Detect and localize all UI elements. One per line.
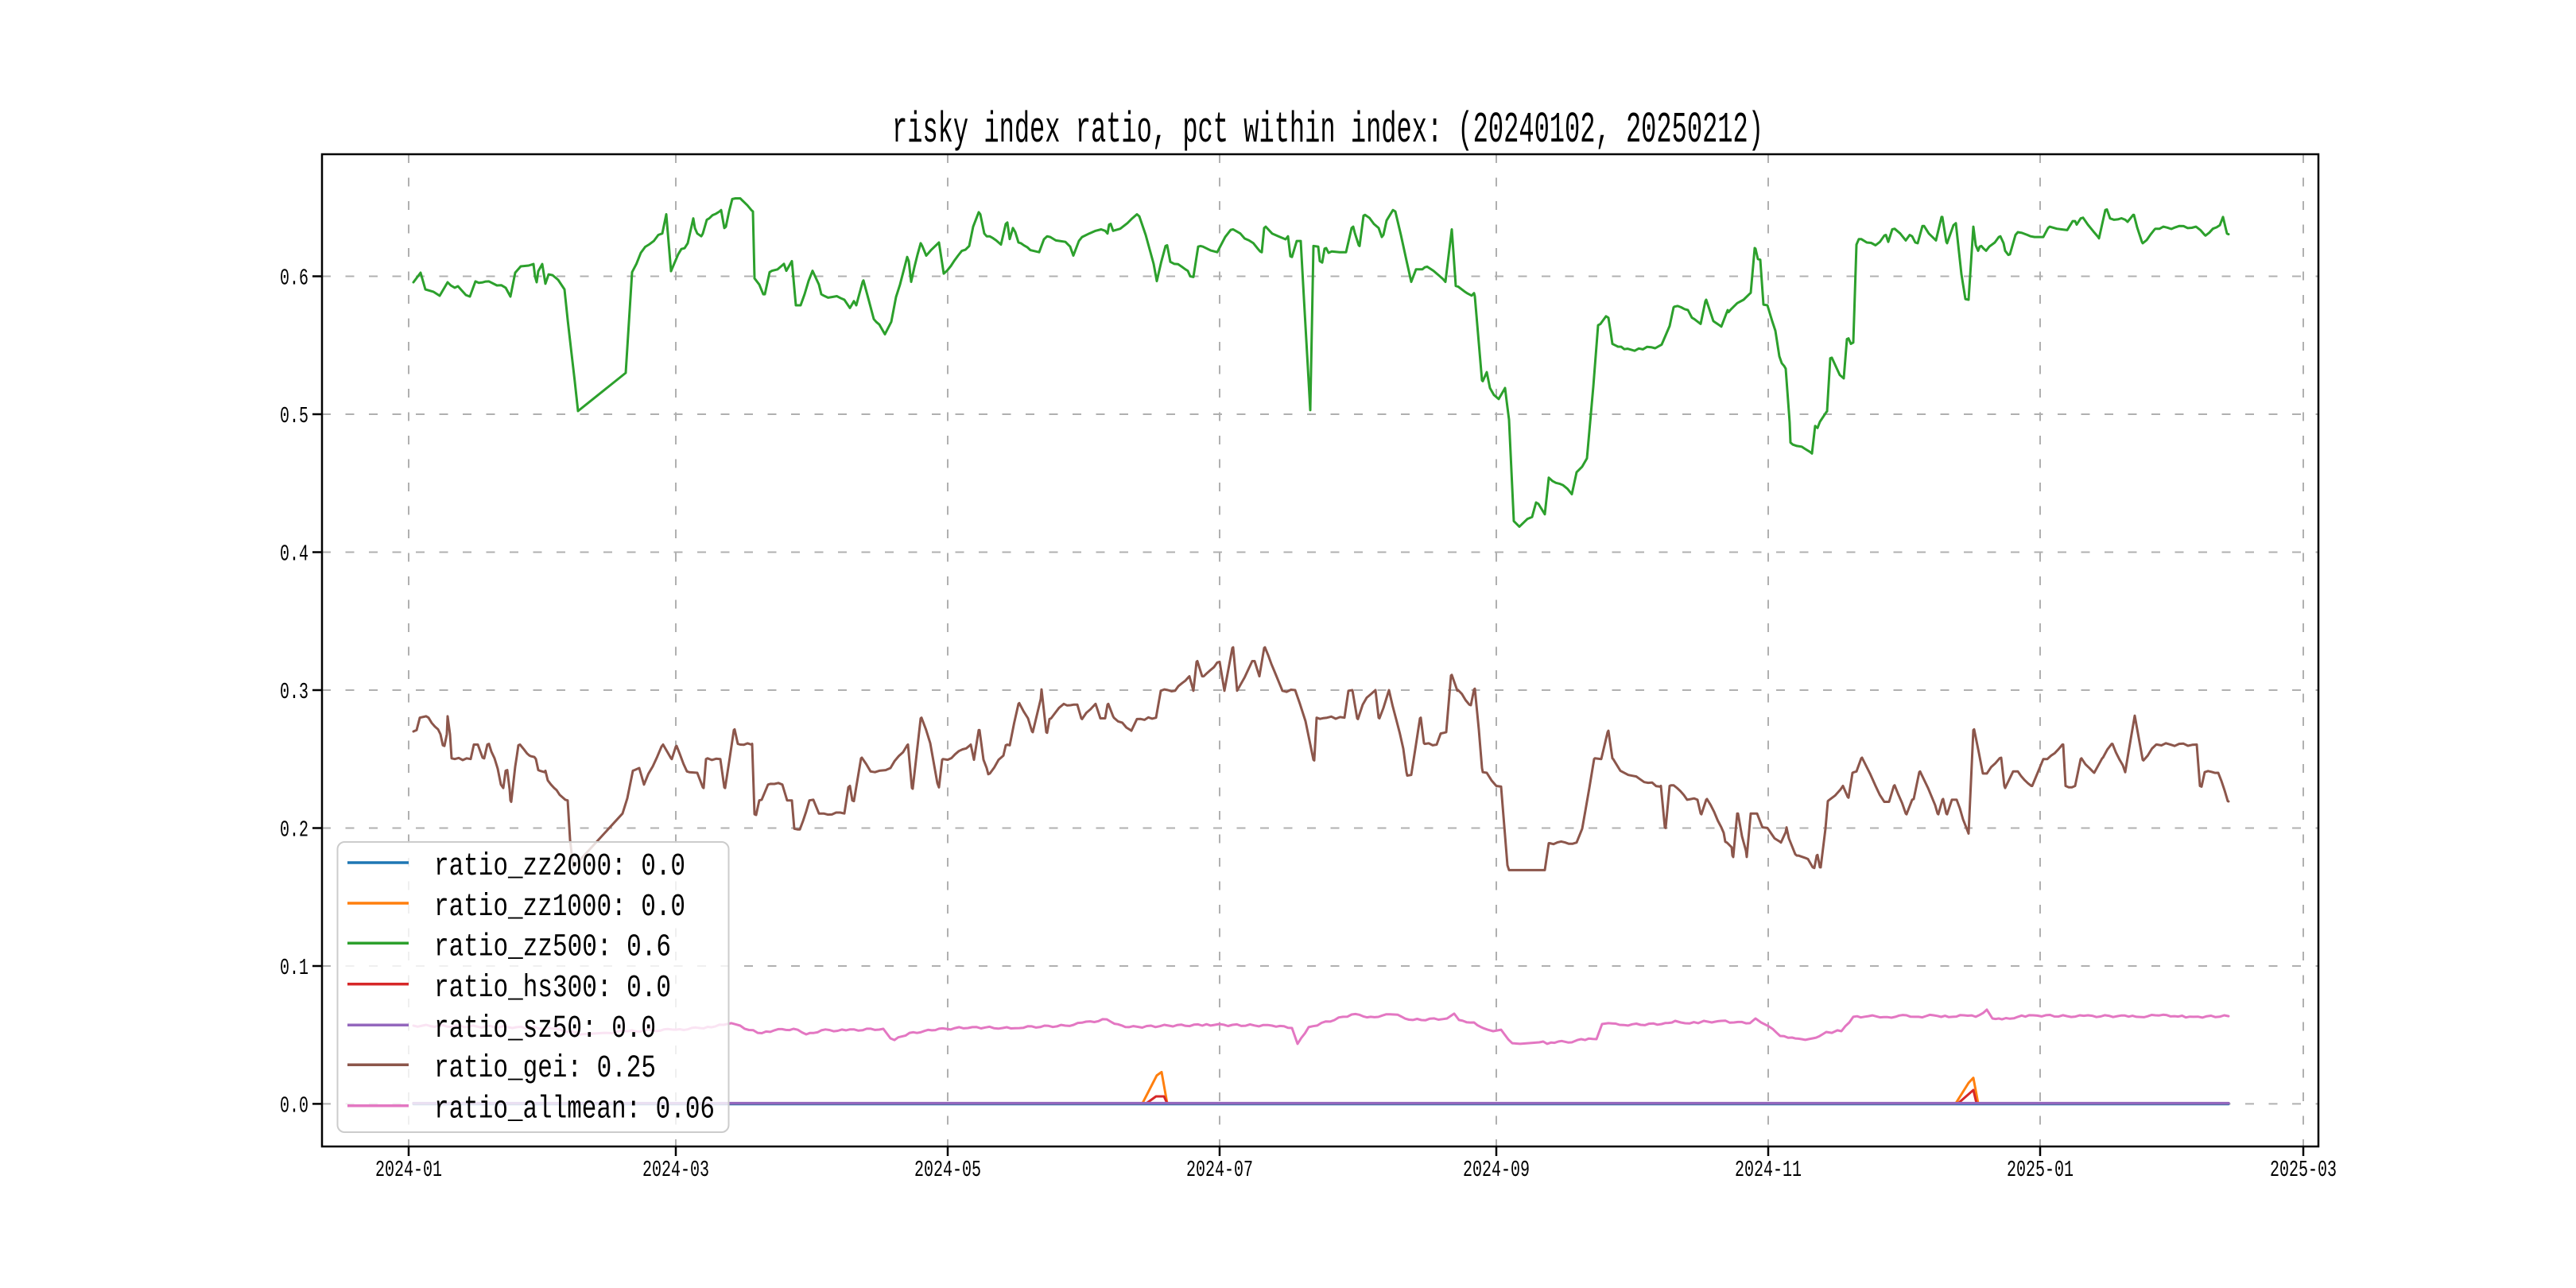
svg-text:2025-03: 2025-03 [2270,1157,2337,1183]
svg-text:ratio_zz1000: 0.0: ratio_zz1000: 0.0 [434,890,685,925]
svg-text:2024-09: 2024-09 [1463,1157,1530,1183]
svg-text:0.1: 0.1 [280,955,308,981]
svg-text:0.3: 0.3 [280,679,308,705]
svg-text:ratio_sz50: 0.0: ratio_sz50: 0.0 [434,1011,656,1047]
svg-text:2024-05: 2024-05 [914,1157,981,1183]
svg-text:risky index ratio, pct within: risky index ratio, pct within index: (20… [892,105,1763,155]
svg-text:ratio_zz2000: 0.0: ratio_zz2000: 0.0 [434,849,685,885]
svg-text:2024-03: 2024-03 [642,1157,709,1183]
svg-text:0.5: 0.5 [280,403,308,429]
svg-text:2024-11: 2024-11 [1735,1157,1802,1183]
svg-text:2025-01: 2025-01 [2007,1157,2074,1183]
svg-text:ratio_allmean: 0.06: ratio_allmean: 0.06 [434,1092,715,1128]
svg-text:0.0: 0.0 [280,1092,308,1119]
svg-text:ratio_hs300: 0.0: ratio_hs300: 0.0 [434,971,671,1007]
svg-text:0.4: 0.4 [280,541,308,568]
svg-text:ratio_zz500: 0.6: ratio_zz500: 0.6 [434,929,671,965]
svg-text:2024-07: 2024-07 [1186,1157,1253,1183]
svg-text:0.6: 0.6 [280,266,308,292]
svg-text:ratio_gei: 0.25: ratio_gei: 0.25 [434,1051,656,1087]
svg-text:2024-01: 2024-01 [375,1157,442,1183]
svg-text:0.2: 0.2 [280,817,308,844]
